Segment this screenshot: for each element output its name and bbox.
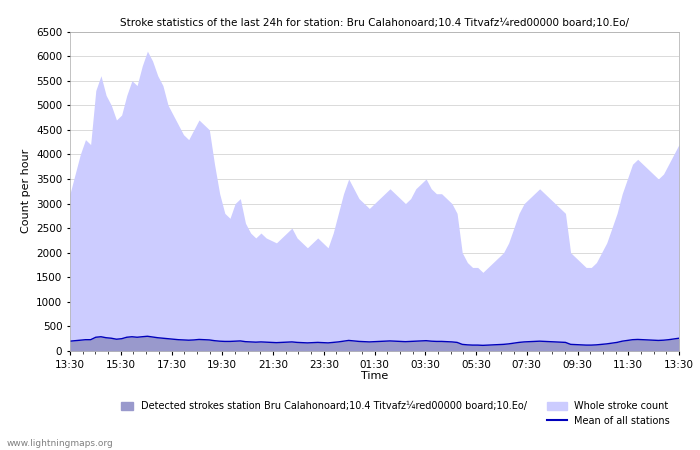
X-axis label: Time: Time — [361, 371, 388, 382]
Title: Stroke statistics of the last 24h for station: Bru Calahonoard;10.4 Titvafz¼red0: Stroke statistics of the last 24h for st… — [120, 18, 629, 28]
Text: www.lightningmaps.org: www.lightningmaps.org — [7, 439, 113, 448]
Legend: Detected strokes station Bru Calahonoard;10.4 Titvafz¼red00000 board;10.Eo/: Detected strokes station Bru Calahonoard… — [118, 397, 531, 415]
Y-axis label: Count per hour: Count per hour — [20, 149, 31, 234]
